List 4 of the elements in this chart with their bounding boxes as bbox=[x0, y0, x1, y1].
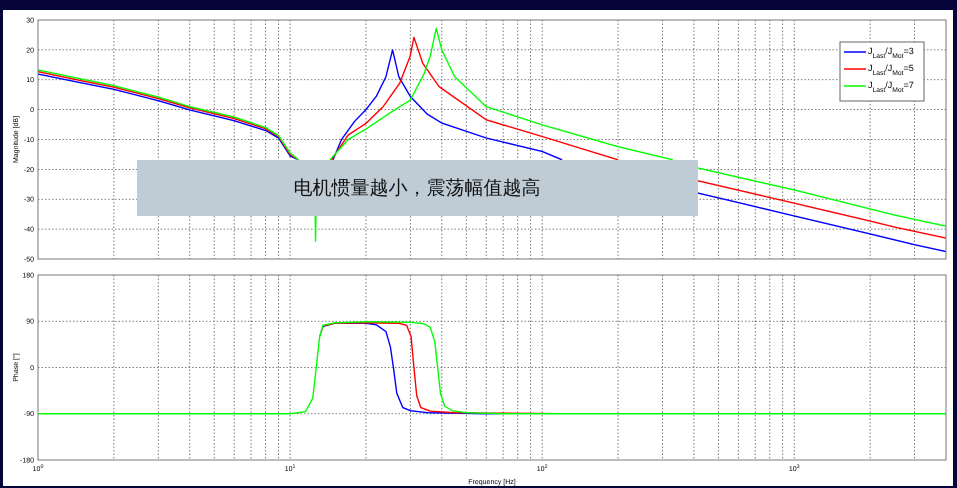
legend-label: J$_{Last}$/J$_{Mot}$=3 bbox=[868, 46, 914, 60]
legend-label: J$_{Last}$/J$_{Mot}$=5 bbox=[868, 63, 914, 76]
legend-label: J$_{Last}$/J$_{Mot}$=7 bbox=[868, 80, 914, 94]
annotation: 电机惯量越小，震荡幅值越高 bbox=[294, 177, 540, 199]
